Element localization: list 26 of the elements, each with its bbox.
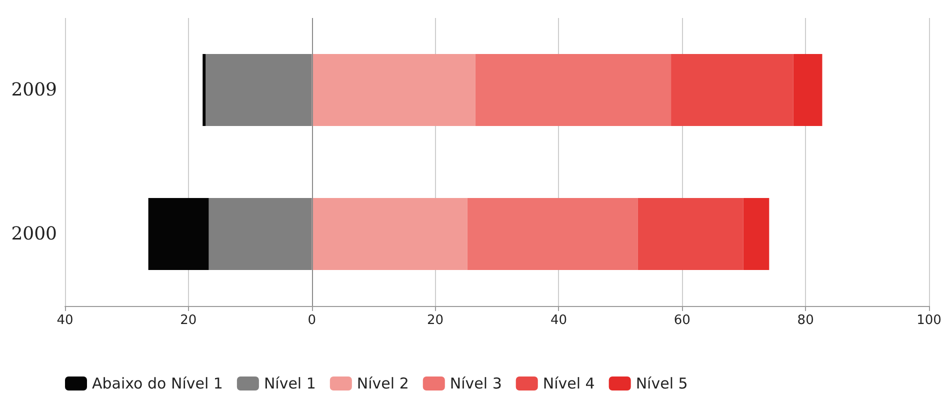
x-tick-label: 20 bbox=[427, 313, 444, 328]
y-tick-label: 2009 bbox=[11, 80, 57, 100]
x-tick-label: 20 bbox=[180, 313, 197, 328]
bar bbox=[312, 54, 476, 126]
bar bbox=[312, 198, 468, 270]
legend-label: Nível 2 bbox=[356, 374, 409, 392]
legend-label: Nível 1 bbox=[264, 374, 316, 392]
x-tick-label: 40 bbox=[550, 313, 567, 328]
y-tick-label: 2000 bbox=[11, 224, 57, 244]
bar bbox=[202, 54, 206, 126]
bar bbox=[671, 54, 794, 126]
x-tick-label: 100 bbox=[916, 313, 942, 328]
x-tick-label: 40 bbox=[56, 313, 74, 328]
bar bbox=[467, 198, 638, 270]
legend-label: Nível 3 bbox=[450, 374, 502, 392]
x-tick-label: 80 bbox=[797, 313, 814, 328]
x-tick-label: 60 bbox=[674, 313, 690, 328]
bar bbox=[148, 198, 209, 270]
bar bbox=[793, 54, 822, 126]
legend-label: Nível 4 bbox=[542, 374, 595, 392]
bar bbox=[743, 198, 770, 270]
legend-label: Nível 5 bbox=[636, 374, 688, 392]
x-tick-label: 0 bbox=[308, 313, 316, 328]
bar bbox=[638, 198, 744, 270]
legend-label: Abaixo do Nível 1 bbox=[92, 374, 223, 392]
bar bbox=[475, 54, 672, 126]
